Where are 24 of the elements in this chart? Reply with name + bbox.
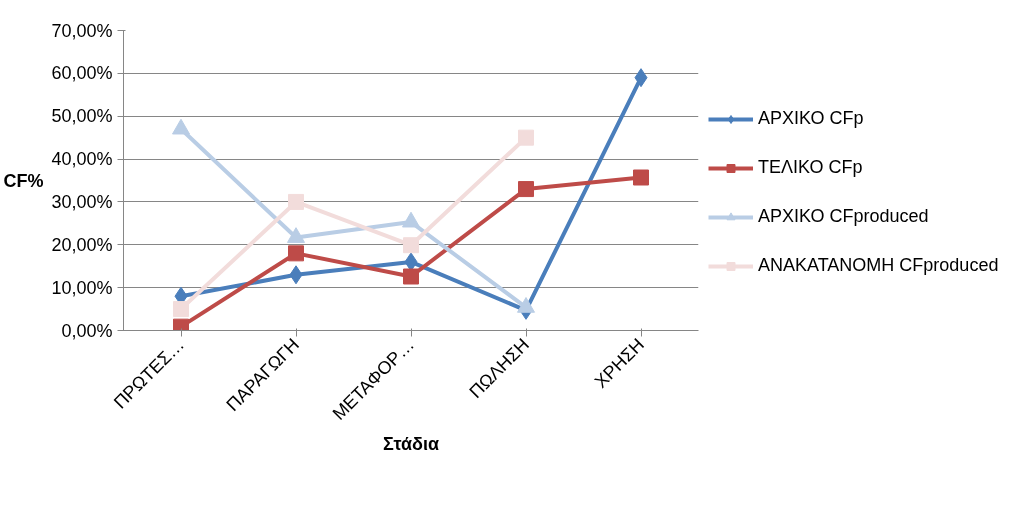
y-tick-label: 10,00% xyxy=(51,277,113,298)
point xyxy=(173,301,189,318)
legend-label: ΤΕΛΙΚΟ CFp xyxy=(758,157,863,178)
y-tick-label: 50,00% xyxy=(51,106,113,127)
point xyxy=(403,268,419,285)
y-tick-label: 40,00% xyxy=(51,149,113,170)
legend-label: ΑΝΑΚΑΤΑΝΟΜΗ CFproduced xyxy=(758,255,999,276)
legend-label: ΑΡΧΙΚΟ CFp xyxy=(758,108,864,129)
legend-label: ΑΡΧΙΚΟ CFproduced xyxy=(758,206,929,227)
y-tick-label: 0,00% xyxy=(61,320,113,341)
x-axis-title: Στάδια xyxy=(382,433,440,454)
y-tick-label: 60,00% xyxy=(51,63,113,84)
y-axis-title: CF% xyxy=(3,170,44,191)
point xyxy=(518,181,534,198)
y-tick-label: 70,00% xyxy=(51,20,113,41)
point xyxy=(288,193,304,210)
point xyxy=(633,169,649,186)
point xyxy=(289,265,303,285)
y-tick-label: 30,00% xyxy=(51,191,113,212)
y-tick-label: 20,00% xyxy=(51,234,113,255)
point xyxy=(634,68,648,88)
point xyxy=(518,129,534,146)
point xyxy=(403,237,419,254)
point xyxy=(288,245,304,262)
